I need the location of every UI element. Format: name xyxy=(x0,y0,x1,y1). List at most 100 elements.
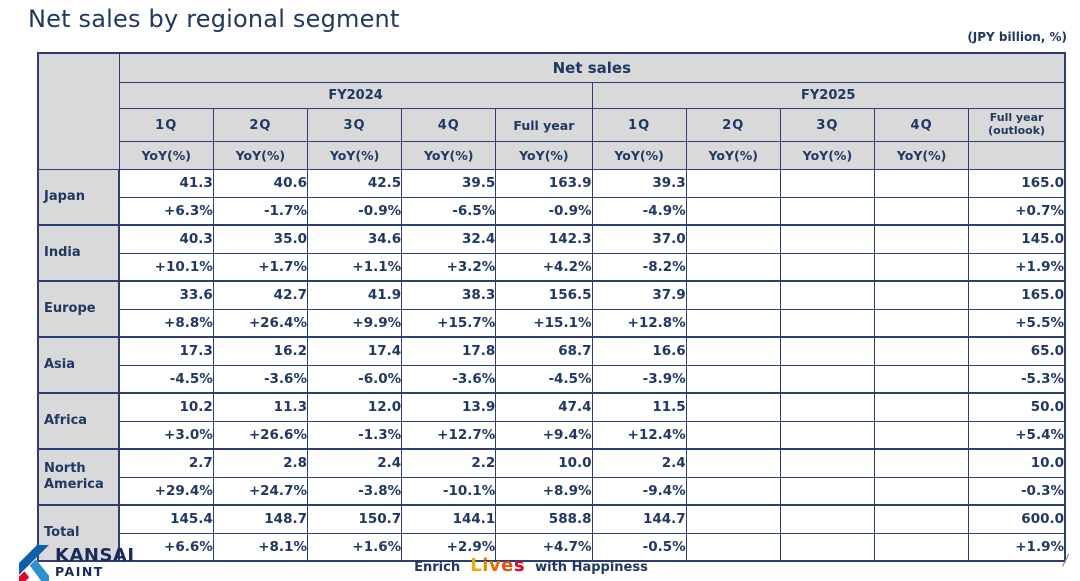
fy2024-q1-header: 1Q xyxy=(118,108,214,142)
sales-value-cell: 17.8 xyxy=(401,336,497,366)
sales-value-cell xyxy=(685,280,781,310)
yoy-value-cell: +2.9% xyxy=(401,532,497,562)
tagline-lives: Lives xyxy=(470,555,526,576)
yoy-value-cell xyxy=(685,308,781,338)
sales-value-cell: 39.5 xyxy=(401,169,497,198)
sales-value-cell xyxy=(874,448,970,478)
sales-value-cell xyxy=(874,224,970,254)
sales-value-cell: 38.3 xyxy=(401,280,497,310)
yoy-value-cell xyxy=(779,252,876,282)
yoy-value-cell: +29.4% xyxy=(118,476,214,506)
sales-value-cell: 10.0 xyxy=(968,448,1066,478)
yoy-value-cell: +1.1% xyxy=(306,252,403,282)
sales-value-cell: 165.0 xyxy=(968,280,1066,310)
yoy-value-cell: -3.6% xyxy=(401,364,497,394)
sales-value-cell: 2.4 xyxy=(306,448,403,478)
sales-value-cell xyxy=(874,169,970,198)
yoy-value-cell: +10.1% xyxy=(118,252,214,282)
yoy-value-cell: +8.1% xyxy=(212,532,308,562)
region-label: Europe xyxy=(37,280,121,338)
region-label: Africa xyxy=(37,392,121,450)
fy2024-header: FY2024 xyxy=(118,82,593,109)
tagline-rest: with Happiness xyxy=(535,560,648,575)
yoy-value-cell xyxy=(685,420,781,450)
yoy-value-cell: -3.8% xyxy=(306,476,403,506)
sales-value-cell: 17.4 xyxy=(306,336,403,366)
yoy-header: YoY(%) xyxy=(591,141,687,170)
sales-value-cell: 2.7 xyxy=(118,448,214,478)
region-label: North America xyxy=(37,448,121,506)
region-column-header xyxy=(37,52,120,170)
sales-value-cell: 50.0 xyxy=(968,392,1066,422)
yoy-value-cell: +15.7% xyxy=(401,308,497,338)
yoy-value-cell: +12.8% xyxy=(591,308,687,338)
yoy-value-cell: +12.7% xyxy=(401,420,497,450)
yoy-value-cell xyxy=(874,252,970,282)
corporate-tagline: Enrich Lives with Happiness xyxy=(0,555,1062,576)
yoy-value-cell: +5.4% xyxy=(968,420,1066,450)
company-logo: KANSAI PAINT xyxy=(18,545,135,581)
yoy-value-cell: +4.2% xyxy=(495,252,593,282)
table-body: Japan 41.3 40.6 42.5 39.5 163.9 39.3 165.0 +6.3%… xyxy=(37,169,1066,562)
sales-value-cell xyxy=(874,392,970,422)
sales-value-cell xyxy=(685,336,781,366)
page-number-divider: / xyxy=(1062,551,1068,569)
sales-value-cell: 10.2 xyxy=(118,392,214,422)
sales-value-cell: 32.4 xyxy=(401,224,497,254)
yoy-value-cell: +4.7% xyxy=(495,532,593,562)
sales-value-cell: 163.9 xyxy=(495,169,593,198)
sales-value-cell xyxy=(779,280,876,310)
yoy-value-cell: +26.6% xyxy=(212,420,308,450)
sales-value-cell xyxy=(685,448,781,478)
sales-value-cell: 148.7 xyxy=(212,504,308,534)
fy2025-q4-header: 4Q xyxy=(874,108,970,142)
yoy-value-cell xyxy=(779,476,876,506)
sales-value-cell: 12.0 xyxy=(306,392,403,422)
sales-value-cell: 16.2 xyxy=(212,336,308,366)
sales-value-cell: 600.0 xyxy=(968,504,1066,534)
yoy-value-cell: +1.9% xyxy=(968,532,1066,562)
sales-value-cell: 68.7 xyxy=(495,336,593,366)
sales-value-cell: 145.0 xyxy=(968,224,1066,254)
yoy-value-cell xyxy=(685,364,781,394)
yoy-value-cell: -6.5% xyxy=(401,196,497,226)
sales-value-cell: 156.5 xyxy=(495,280,593,310)
yoy-value-cell: +3.0% xyxy=(118,420,214,450)
yoy-value-cell xyxy=(874,476,970,506)
fy2025-q3-header: 3Q xyxy=(779,108,876,142)
yoy-header: YoY(%) xyxy=(212,141,308,170)
yoy-value-cell xyxy=(779,364,876,394)
sales-value-cell: 144.1 xyxy=(401,504,497,534)
yoy-header: YoY(%) xyxy=(401,141,497,170)
fy2025-q2-header: 2Q xyxy=(685,108,781,142)
yoy-header: YoY(%) xyxy=(685,141,781,170)
yoy-value-cell: +8.8% xyxy=(118,308,214,338)
sales-value-cell xyxy=(779,392,876,422)
yoy-value-cell: +6.3% xyxy=(118,196,214,226)
tagline-enrich: Enrich xyxy=(414,560,461,575)
sales-value-cell: 41.9 xyxy=(306,280,403,310)
yoy-value-cell: +6.6% xyxy=(118,532,214,562)
yoy-value-cell xyxy=(874,532,970,562)
logo-text-kansai: KANSAI xyxy=(55,544,135,566)
sales-value-cell xyxy=(874,336,970,366)
region-label: Total xyxy=(37,504,121,562)
sales-value-cell: 47.4 xyxy=(495,392,593,422)
sales-value-cell: 16.6 xyxy=(591,336,687,366)
sales-value-cell xyxy=(779,224,876,254)
yoy-value-cell xyxy=(874,196,970,226)
yoy-header: YoY(%) xyxy=(118,141,214,170)
sales-value-cell: 37.9 xyxy=(591,280,687,310)
unit-note: (JPY billion, %) xyxy=(967,30,1067,44)
sales-value-cell: 2.2 xyxy=(401,448,497,478)
yoy-value-cell: +9.9% xyxy=(306,308,403,338)
sales-value-cell: 35.0 xyxy=(212,224,308,254)
sales-value-cell: 145.4 xyxy=(118,504,214,534)
yoy-value-cell: -3.9% xyxy=(591,364,687,394)
yoy-header: YoY(%) xyxy=(874,141,970,170)
sales-value-cell xyxy=(874,280,970,310)
kansai-k-icon xyxy=(19,545,49,581)
sales-value-cell: 165.0 xyxy=(968,169,1066,198)
sales-value-cell: 150.7 xyxy=(306,504,403,534)
sales-value-cell: 2.8 xyxy=(212,448,308,478)
